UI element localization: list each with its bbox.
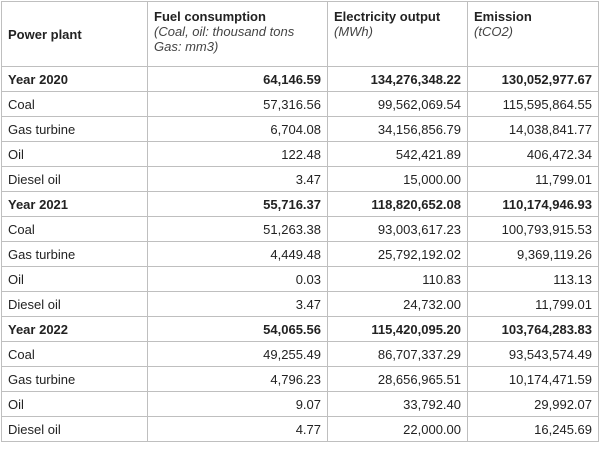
table-row: Oil 9.07 33,792.40 29,992.07 — [1, 391, 599, 417]
table-row: Diesel oil 3.47 24,732.00 11,799.01 — [1, 291, 599, 317]
cell-electricity-output: 86,707,337.29 — [327, 341, 468, 367]
cell-fuel-consumption: 6,704.08 — [147, 116, 328, 142]
table-row: Oil 0.03 110.83 113.13 — [1, 266, 599, 292]
cell-fuel-consumption: 51,263.38 — [147, 216, 328, 242]
header-power-plant: Power plant — [1, 1, 148, 67]
cell-fuel-consumption: 3.47 — [147, 291, 328, 317]
cell-emission: 11,799.01 — [467, 291, 599, 317]
cell-electricity-output: 33,792.40 — [327, 391, 468, 417]
cell-electricity-output: 134,276,348.22 — [327, 66, 468, 92]
cell-power-plant: Diesel oil — [1, 291, 148, 317]
cell-emission: 10,174,471.59 — [467, 366, 599, 392]
cell-electricity-output: 542,421.89 — [327, 141, 468, 167]
table-row: Coal 51,263.38 93,003,617.23 100,793,915.53 — [1, 216, 599, 242]
header-output-title: Electricity output — [334, 9, 441, 24]
cell-electricity-output: 15,000.00 — [327, 166, 468, 192]
table-row: Diesel oil 4.77 22,000.00 16,245.69 — [1, 416, 599, 442]
header-output-unit: (MWh) — [334, 24, 373, 39]
table-row: Coal 57,316.56 99,562,069.54 115,595,864.55 — [1, 91, 599, 117]
cell-electricity-output: 118,820,652.08 — [327, 191, 468, 217]
cell-electricity-output: 110.83 — [327, 266, 468, 292]
cell-fuel-consumption: 4,449.48 — [147, 241, 328, 267]
table-row: Gas turbine 4,449.48 25,792,192.02 9,369,11… — [1, 241, 599, 267]
table-row: Gas turbine 4,796.23 28,656,965.51 10,174,4… — [1, 366, 599, 392]
cell-power-plant: Gas turbine — [1, 116, 148, 142]
header-emission-title: Emission — [474, 9, 532, 24]
cell-fuel-consumption: 54,065.56 — [147, 316, 328, 342]
cell-emission: 113.13 — [467, 266, 599, 292]
cell-electricity-output: 99,562,069.54 — [327, 91, 468, 117]
header-electricity-output: Electricity output (MWh) — [327, 1, 468, 67]
table-row: Oil 122.48 542,421.89 406,472.34 — [1, 141, 599, 167]
cell-power-plant: Oil — [1, 266, 148, 292]
cell-power-plant: Oil — [1, 141, 148, 167]
header-row: Power plant Fuel consumption (Coal, oil:… — [1, 1, 599, 67]
cell-emission: 406,472.34 — [467, 141, 599, 167]
table-header: Power plant Fuel consumption (Coal, oil:… — [1, 1, 599, 67]
cell-electricity-output: 93,003,617.23 — [327, 216, 468, 242]
cell-emission: 14,038,841.77 — [467, 116, 599, 142]
cell-emission: 93,543,574.49 — [467, 341, 599, 367]
cell-electricity-output: 22,000.00 — [327, 416, 468, 442]
cell-fuel-consumption: 4,796.23 — [147, 366, 328, 392]
cell-fuel-consumption: 4.77 — [147, 416, 328, 442]
power-plant-table-container: Power plant Fuel consumption (Coal, oil:… — [1, 1, 599, 442]
table-row-year-total: Year 2021 55,716.37 118,820,652.08 110,174,… — [1, 191, 599, 217]
cell-fuel-consumption: 3.47 — [147, 166, 328, 192]
table-row-year-total: Year 2020 64,146.59 134,276,348.22 130,052,… — [1, 66, 599, 92]
cell-fuel-consumption: 9.07 — [147, 391, 328, 417]
header-fuel-title: Fuel consumption — [154, 9, 266, 24]
header-fuel-unit-line1: (Coal, oil: thousand tons — [154, 24, 295, 39]
cell-electricity-output: 28,656,965.51 — [327, 366, 468, 392]
cell-power-plant: Gas turbine — [1, 366, 148, 392]
cell-emission: 103,764,283.83 — [467, 316, 599, 342]
cell-power-plant: Oil — [1, 391, 148, 417]
cell-fuel-consumption: 57,316.56 — [147, 91, 328, 117]
header-fuel-unit-line2: Gas: mm3) — [154, 39, 219, 54]
cell-power-plant: Year 2020 — [1, 66, 148, 92]
cell-emission: 115,595,864.55 — [467, 91, 599, 117]
cell-power-plant: Diesel oil — [1, 166, 148, 192]
cell-fuel-consumption: 64,146.59 — [147, 66, 328, 92]
table-row: Coal 49,255.49 86,707,337.29 93,543,574.49 — [1, 341, 599, 367]
cell-fuel-consumption: 0.03 — [147, 266, 328, 292]
cell-power-plant: Year 2021 — [1, 191, 148, 217]
table-row-year-total: Year 2022 54,065.56 115,420,095.20 103,764,… — [1, 316, 599, 342]
cell-electricity-output: 115,420,095.20 — [327, 316, 468, 342]
cell-power-plant: Gas turbine — [1, 241, 148, 267]
table-body: Year 2020 64,146.59 134,276,348.22 130,052,… — [1, 66, 599, 442]
cell-power-plant: Coal — [1, 341, 148, 367]
cell-power-plant: Coal — [1, 91, 148, 117]
cell-electricity-output: 24,732.00 — [327, 291, 468, 317]
cell-fuel-consumption: 49,255.49 — [147, 341, 328, 367]
cell-power-plant: Coal — [1, 216, 148, 242]
cell-emission: 11,799.01 — [467, 166, 599, 192]
header-fuel-consumption: Fuel consumption (Coal, oil: thousand to… — [147, 1, 328, 67]
cell-fuel-consumption: 122.48 — [147, 141, 328, 167]
cell-emission: 100,793,915.53 — [467, 216, 599, 242]
cell-fuel-consumption: 55,716.37 — [147, 191, 328, 217]
power-plant-table: Power plant Fuel consumption (Coal, oil:… — [1, 1, 599, 442]
cell-emission: 16,245.69 — [467, 416, 599, 442]
header-emission-unit: (tCO2) — [474, 24, 513, 39]
cell-emission: 29,992.07 — [467, 391, 599, 417]
header-emission: Emission (tCO2) — [467, 1, 599, 67]
cell-emission: 9,369,119.26 — [467, 241, 599, 267]
cell-electricity-output: 25,792,192.02 — [327, 241, 468, 267]
table-row: Gas turbine 6,704.08 34,156,856.79 14,038,8… — [1, 116, 599, 142]
table-row: Diesel oil 3.47 15,000.00 11,799.01 — [1, 166, 599, 192]
cell-power-plant: Year 2022 — [1, 316, 148, 342]
cell-emission: 130,052,977.67 — [467, 66, 599, 92]
cell-emission: 110,174,946.93 — [467, 191, 599, 217]
cell-electricity-output: 34,156,856.79 — [327, 116, 468, 142]
cell-power-plant: Diesel oil — [1, 416, 148, 442]
